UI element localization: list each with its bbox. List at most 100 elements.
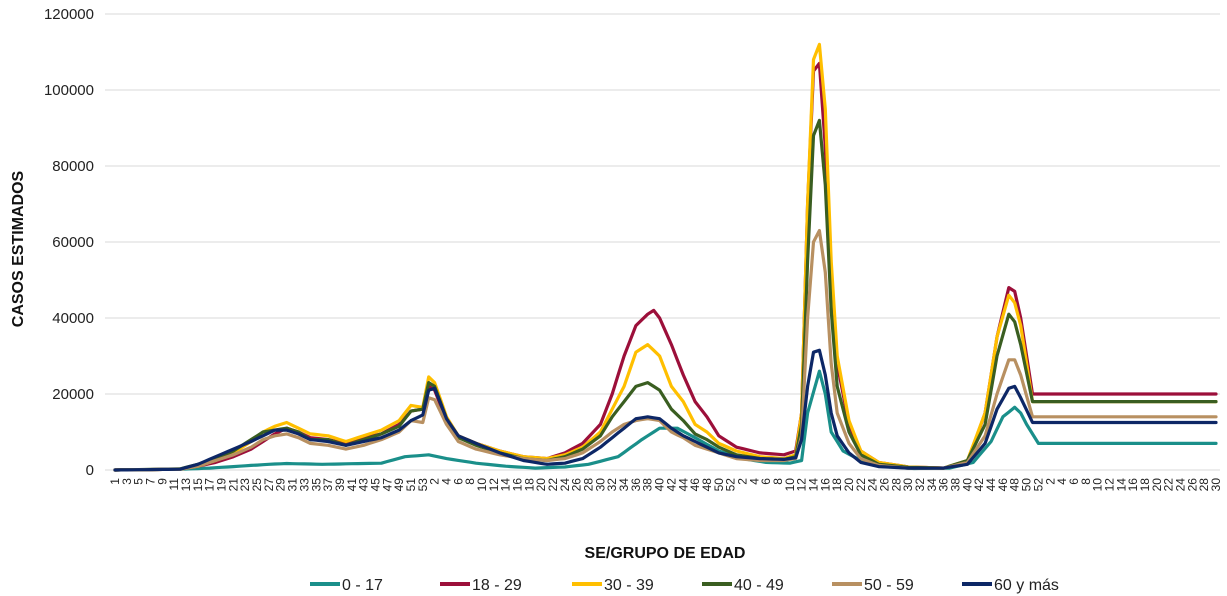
legend-label: 0 - 17 — [342, 577, 383, 594]
x-tick-label: 30 — [1209, 478, 1223, 492]
x-tick-label: 26 — [878, 478, 892, 492]
x-tick-label: 44 — [676, 478, 690, 492]
x-tick-label: 2 — [1043, 478, 1057, 485]
x-tick-label: 8 — [771, 478, 785, 485]
x-tick-label: 42 — [972, 478, 986, 492]
x-tick-label: 14 — [1114, 478, 1128, 492]
x-tick-label: 47 — [380, 478, 394, 492]
x-tick-label: 27 — [262, 478, 276, 492]
series-line — [113, 42, 1218, 472]
series-line — [113, 229, 1218, 472]
x-tick-label: 20 — [1150, 478, 1164, 492]
x-tick-label: 44 — [984, 478, 998, 492]
x-tick-label: 19 — [215, 478, 229, 492]
legend-label: 50 - 59 — [864, 577, 914, 594]
x-tick-label: 48 — [700, 478, 714, 492]
x-tick-label: 32 — [605, 478, 619, 492]
x-tick-label: 40 — [653, 478, 667, 492]
x-tick-label: 34 — [617, 478, 631, 492]
x-tick-label: 46 — [996, 478, 1010, 492]
x-tick-label: 24 — [558, 478, 572, 492]
x-tick-label: 7 — [144, 478, 158, 485]
x-tick-label: 26 — [570, 478, 584, 492]
x-tick-label: 21 — [226, 478, 240, 492]
x-tick-label: 18 — [522, 478, 536, 492]
x-tick-label: 17 — [203, 478, 217, 492]
x-tick-label: 18 — [830, 478, 844, 492]
x-tick-label: 50 — [1020, 478, 1034, 492]
x-tick-label: 2 — [735, 478, 749, 485]
x-tick-label: 12 — [1102, 478, 1116, 492]
x-tick-label: 2 — [428, 478, 442, 485]
x-tick-label: 5 — [132, 478, 146, 485]
x-tick-label: 1 — [108, 478, 122, 485]
x-tick-label: 4 — [747, 478, 761, 485]
x-tick-label: 52 — [724, 478, 738, 492]
y-axis-ticks: 0 20000 40000 60000 80000 100000 120000 — [44, 6, 94, 479]
x-tick-label: 12 — [487, 478, 501, 492]
legend-label: 30 - 39 — [604, 577, 654, 594]
series-line — [113, 369, 1218, 472]
x-tick-label: 10 — [1091, 478, 1105, 492]
y-tick-label: 40000 — [52, 310, 94, 327]
x-tick-label: 24 — [866, 478, 880, 492]
x-tick-label: 10 — [783, 478, 797, 492]
series-lines — [113, 42, 1218, 472]
x-tick-label: 53 — [416, 478, 430, 492]
x-tick-label: 12 — [795, 478, 809, 492]
grid-lines — [105, 13, 1220, 471]
x-tick-label: 36 — [937, 478, 951, 492]
y-tick-label: 80000 — [52, 158, 94, 175]
x-tick-label: 28 — [582, 478, 596, 492]
legend: 0 - 17 18 - 29 30 - 39 40 - 49 50 - 59 60 y m… — [310, 577, 1059, 594]
x-tick-label: 9 — [155, 478, 169, 485]
x-tick-label: 42 — [664, 478, 678, 492]
x-axis-title: SE/GRUPO DE EDAD — [585, 545, 746, 562]
x-tick-label: 43 — [357, 478, 371, 492]
x-tick-label: 11 — [167, 478, 181, 491]
x-tick-label: 20 — [842, 478, 856, 492]
y-tick-label: 120000 — [44, 6, 94, 23]
x-tick-label: 14 — [806, 478, 820, 492]
y-tick-label: 20000 — [52, 386, 94, 403]
x-tick-label: 46 — [688, 478, 702, 492]
x-tick-label: 32 — [913, 478, 927, 492]
x-tick-label: 16 — [818, 478, 832, 492]
x-tick-label: 51 — [404, 478, 418, 492]
x-tick-label: 38 — [949, 478, 963, 492]
series-line — [113, 61, 1218, 472]
x-tick-label: 16 — [1126, 478, 1140, 492]
x-tick-label: 41 — [345, 478, 359, 492]
x-tick-label: 10 — [475, 478, 489, 492]
x-tick-label: 28 — [889, 478, 903, 492]
x-tick-label: 24 — [1173, 478, 1187, 492]
y-axis-title: CASOS ESTIMADOS — [10, 170, 27, 327]
x-tick-label: 13 — [179, 478, 193, 492]
x-tick-label: 33 — [297, 478, 311, 492]
x-tick-label: 6 — [451, 478, 465, 485]
y-tick-label: 100000 — [44, 82, 94, 99]
x-tick-label: 16 — [511, 478, 525, 492]
x-tick-label: 22 — [1162, 478, 1176, 492]
x-tick-label: 22 — [546, 478, 560, 492]
x-tick-label: 35 — [309, 478, 323, 492]
x-tick-label: 14 — [499, 478, 513, 492]
x-tick-label: 25 — [250, 478, 264, 492]
x-tick-label: 22 — [854, 478, 868, 492]
x-tick-label: 40 — [960, 478, 974, 492]
legend-label: 60 y más — [994, 577, 1059, 594]
x-tick-label: 18 — [1138, 478, 1152, 492]
x-tick-label: 15 — [191, 478, 205, 492]
x-axis-ticks: 1357911131517192123252729313335373941434… — [108, 478, 1223, 492]
x-tick-label: 30 — [901, 478, 915, 492]
x-tick-label: 45 — [368, 478, 382, 492]
x-tick-label: 4 — [1055, 478, 1069, 485]
x-tick-label: 6 — [759, 478, 773, 485]
x-tick-label: 37 — [321, 478, 335, 492]
x-tick-label: 34 — [925, 478, 939, 492]
x-tick-label: 23 — [238, 478, 252, 492]
x-tick-label: 31 — [286, 478, 300, 492]
x-tick-label: 26 — [1185, 478, 1199, 492]
x-tick-label: 8 — [463, 478, 477, 485]
